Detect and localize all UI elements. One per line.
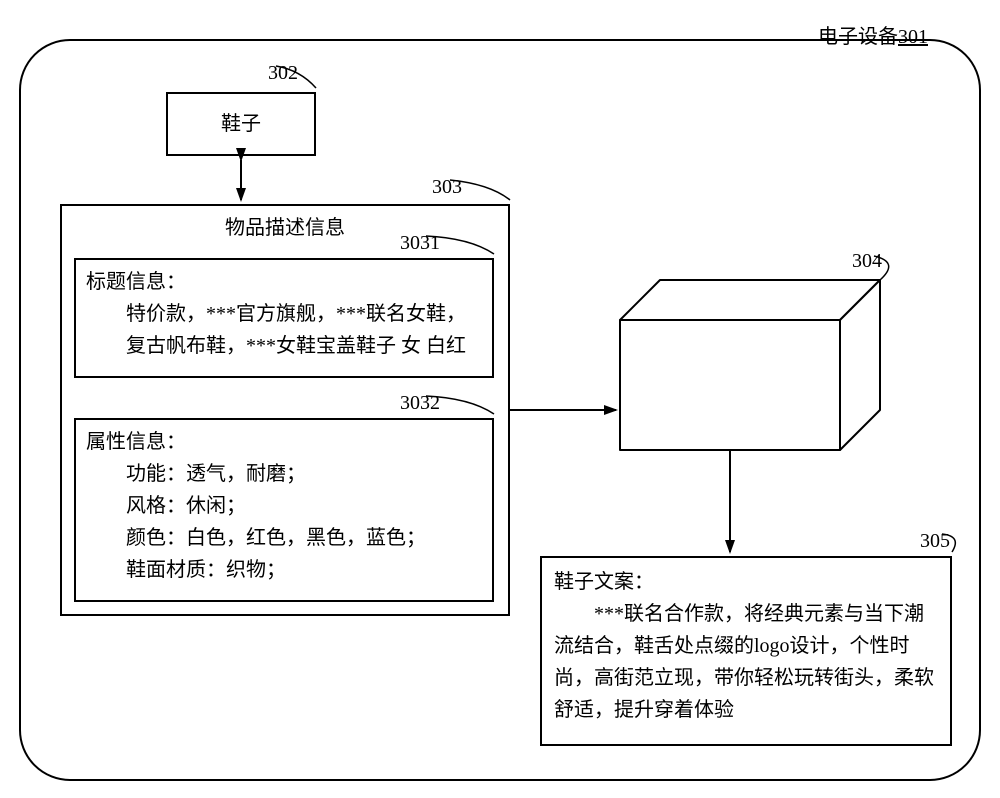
ref-303: 303 bbox=[432, 176, 462, 199]
node-303-title: 物品描述信息 bbox=[62, 212, 508, 244]
node-305-body: ***联名合作款，将经典元素与当下潮流结合，鞋舌处点缀的logo设计，个性时尚，… bbox=[554, 598, 938, 726]
node-304-label-line1: 案生成网络 bbox=[680, 385, 780, 417]
node-3032: 属性信息： 功能：透气，耐磨； 风格：休闲； 颜色：白色，红色，黑色，蓝色； 鞋… bbox=[74, 418, 494, 602]
ref-302: 302 bbox=[268, 62, 298, 85]
container-label: 电子设备301 bbox=[818, 20, 928, 49]
node-3032-line-1: 风格：休闲； bbox=[86, 490, 482, 522]
node-3032-line-0: 功能：透气，耐磨； bbox=[86, 458, 482, 490]
node-302: 鞋子 bbox=[166, 92, 316, 156]
node-3032-line-2: 颜色：白色，红色，黑色，蓝色； bbox=[86, 522, 482, 554]
ref-3031: 3031 bbox=[400, 232, 440, 255]
node-3032-heading: 属性信息： bbox=[86, 426, 482, 458]
ref-3032: 3032 bbox=[400, 392, 440, 415]
node-304-label-wrap: 训练后第二物品文 案生成网络 bbox=[620, 320, 840, 450]
container-ref: 301 bbox=[898, 26, 928, 48]
node-3032-line-3: 鞋面材质：织物； bbox=[86, 554, 482, 586]
node-305: 鞋子文案： ***联名合作款，将经典元素与当下潮流结合，鞋舌处点缀的logo设计… bbox=[540, 556, 952, 746]
node-3031: 标题信息： 特价款，***官方旗舰，***联名女鞋，复古帆布鞋，***女鞋宝盖鞋… bbox=[74, 258, 494, 378]
ref-305: 305 bbox=[920, 530, 950, 553]
node-3031-heading: 标题信息： bbox=[86, 266, 482, 298]
node-3031-body: 特价款，***官方旗舰，***联名女鞋，复古帆布鞋，***女鞋宝盖鞋子 女 白红 bbox=[86, 298, 482, 362]
diagram-stage: 电子设备301 鞋子 302 物品描述信息 303 标题信息： 特价款，***官… bbox=[0, 0, 1000, 798]
ref-304: 304 bbox=[852, 250, 882, 273]
node-305-heading: 鞋子文案： bbox=[554, 566, 938, 598]
container-label-text: 电子设备 bbox=[818, 26, 898, 48]
node-302-label: 鞋子 bbox=[221, 108, 261, 140]
node-304-label-line0: 训练后第二物品文 bbox=[650, 353, 810, 385]
